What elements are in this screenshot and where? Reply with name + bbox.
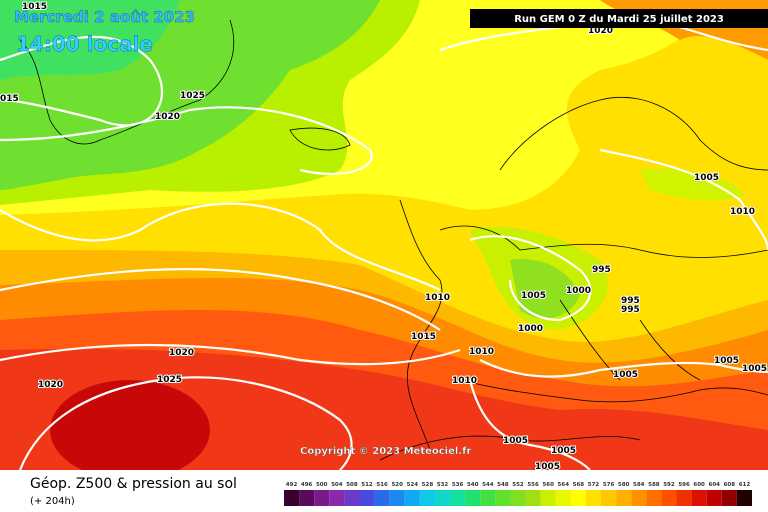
color-swatch [374, 490, 390, 506]
pressure-label: 1025 [157, 375, 182, 385]
pressure-label: 1020 [169, 348, 194, 358]
pressure-label: 1010 [452, 376, 477, 386]
scale-label: 608 [724, 482, 736, 488]
scale-label: 568 [573, 482, 585, 488]
pressure-label: 1000 [566, 286, 591, 296]
footer-lead: (+ 204h) [30, 496, 75, 507]
pressure-label: 1010 [730, 207, 755, 217]
pressure-label: 995 [621, 296, 640, 306]
scale-label: 512 [361, 482, 373, 488]
pressure-label: 1005 [503, 436, 528, 446]
run-banner [470, 9, 768, 28]
color-swatch [344, 490, 360, 506]
pressure-label: 1000 [518, 324, 543, 334]
scale-label: 556 [527, 482, 539, 488]
color-swatch [691, 490, 707, 506]
pressure-label: 1025 [180, 91, 205, 101]
color-swatch [510, 490, 526, 506]
pressure-label: 1010 [425, 293, 450, 303]
scale-label: 532 [437, 482, 449, 488]
scale-label: 528 [422, 482, 434, 488]
scale-label: 492 [286, 482, 298, 488]
scale-label: 496 [301, 482, 313, 488]
scale-label: 588 [648, 482, 660, 488]
pressure-label: 1005 [521, 291, 546, 301]
pressure-label: 1005 [551, 446, 576, 456]
forecast-time: 14:00 locale [16, 32, 153, 56]
scale-label: 572 [588, 482, 600, 488]
color-swatch [450, 490, 466, 506]
color-swatch [676, 490, 692, 506]
color-swatch [646, 490, 662, 506]
color-swatch [525, 490, 541, 506]
forecast-date: Mercredi 2 août 2023 [14, 8, 195, 26]
color-swatch [570, 490, 586, 506]
run-info: Run GEM 0 Z du Mardi 25 juillet 2023 [514, 14, 724, 25]
color-swatch [299, 490, 315, 506]
scale-label: 552 [512, 482, 524, 488]
scale-label: 600 [693, 482, 705, 488]
scale-label: 536 [452, 482, 464, 488]
coastlines [19, 19, 768, 461]
isobars [0, 16, 768, 471]
scale-label: 592 [663, 482, 675, 488]
scale-label: 584 [633, 482, 645, 488]
scale-label: 520 [391, 482, 403, 488]
color-swatch [601, 490, 617, 506]
color-swatch [465, 490, 481, 506]
scale-label: 508 [346, 482, 358, 488]
color-swatch [721, 490, 737, 506]
scale-label: 504 [331, 482, 343, 488]
color-swatch [434, 490, 451, 506]
pressure-label: 1015 [22, 2, 47, 12]
color-swatch [480, 490, 496, 506]
color-swatch [631, 490, 647, 506]
pressure-label: 995 [621, 305, 640, 315]
scale-label: 500 [316, 482, 328, 488]
scale-label: 564 [558, 482, 570, 488]
footer-title: Géop. Z500 & pression au sol [30, 476, 237, 492]
scale-label: 596 [678, 482, 690, 488]
scale-label: 576 [603, 482, 615, 488]
color-swatch [359, 490, 375, 506]
pressure-label: 015 [0, 94, 19, 104]
color-swatch [314, 490, 330, 506]
map-field [0, 0, 768, 480]
color-swatch [329, 490, 345, 506]
color-swatch [540, 490, 556, 506]
color-swatch [661, 490, 677, 506]
color-swatch [616, 490, 632, 506]
scale-label: 540 [467, 482, 479, 488]
pressure-label: 1005 [613, 370, 638, 380]
scale-label: 516 [376, 482, 388, 488]
color-swatch [736, 490, 752, 506]
scale-label: 544 [482, 482, 494, 488]
pressure-label: 1010 [469, 347, 494, 357]
color-swatch [585, 490, 602, 506]
color-swatch [389, 490, 405, 506]
color-swatch [555, 490, 571, 506]
scale-label: 548 [497, 482, 509, 488]
pressure-label: 995 [592, 265, 611, 275]
color-swatch [495, 490, 511, 506]
color-swatch [404, 490, 420, 506]
colorbar: 492 496 500 504 508 512 516 520 524 528 532 536 540 5… [284, 482, 752, 506]
scale-label: 612 [739, 482, 751, 488]
scale-label: 560 [542, 482, 554, 488]
scale-label: 604 [709, 482, 721, 488]
pressure-label: 1005 [694, 173, 719, 183]
pressure-label: 1020 [155, 112, 180, 122]
pressure-label: 1020 [38, 380, 63, 390]
color-swatch [706, 490, 722, 506]
color-swatch [419, 490, 435, 506]
scale-label: 580 [618, 482, 630, 488]
pressure-label: 1005 [714, 356, 739, 366]
pressure-label: 1015 [411, 332, 436, 342]
scale-label: 524 [407, 482, 419, 488]
color-swatch [284, 490, 300, 506]
pressure-label: 1005 [742, 364, 767, 374]
copyright: Copyright © 2023 Meteociel.fr [300, 446, 471, 457]
